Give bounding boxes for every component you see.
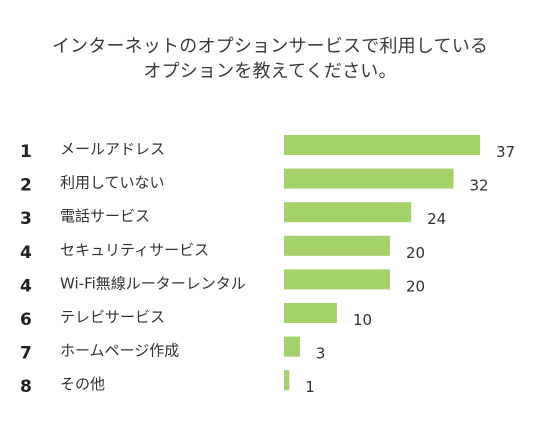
bar — [284, 336, 300, 357]
value-label: 3 — [316, 345, 326, 363]
category-label: ホームページ作成 — [60, 342, 179, 360]
chart-title-line-1: インターネットのオプションサービスで利用している — [51, 36, 489, 57]
value-label: 37 — [496, 143, 515, 161]
bar — [284, 235, 390, 256]
rank-label: 1 — [20, 142, 32, 162]
value-label: 24 — [427, 210, 446, 228]
rank-label: 8 — [20, 377, 32, 397]
category-label: メールアドレス — [60, 140, 165, 158]
category-label: 電話サービス — [60, 207, 150, 225]
bar — [284, 202, 412, 223]
value-label: 20 — [406, 244, 425, 262]
rank-label: 4 — [20, 243, 32, 263]
rank-label: 6 — [20, 310, 32, 330]
category-label: Wi-Fi無線ルーターレンタル — [60, 274, 246, 292]
bar — [284, 168, 454, 189]
chart-title: インターネットのオプションサービスで利用している オプションを教えてください。 — [0, 34, 540, 84]
rank-label: 2 — [20, 176, 32, 196]
rank-label: 7 — [20, 344, 32, 364]
rank-label: 3 — [20, 209, 32, 229]
bar — [284, 269, 390, 290]
category-label: セキュリティサービス — [60, 241, 209, 259]
category-label: 利用していない — [60, 174, 165, 192]
category-label: その他 — [60, 375, 105, 393]
rank-label: 4 — [20, 276, 32, 296]
value-label: 10 — [353, 311, 372, 329]
chart-title-line-2: オプションを教えてください。 — [143, 61, 397, 82]
bar — [284, 135, 480, 155]
value-label: 20 — [406, 277, 425, 295]
bar — [284, 303, 337, 323]
category-label: テレビサービス — [60, 308, 165, 326]
bar — [284, 370, 290, 391]
value-label: 1 — [305, 378, 315, 396]
value-label: 32 — [470, 177, 489, 195]
